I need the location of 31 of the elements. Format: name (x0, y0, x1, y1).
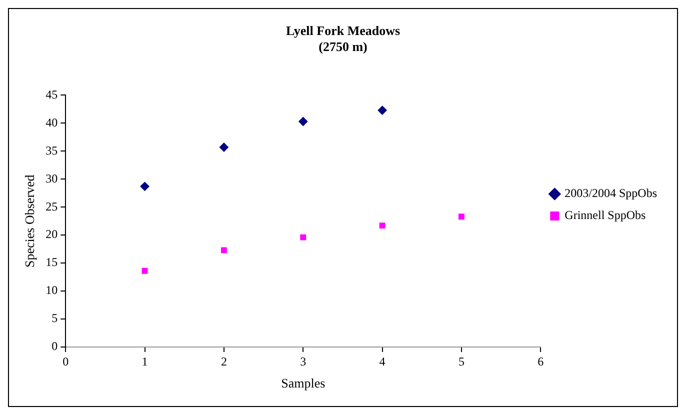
point (379, 222, 386, 229)
x-tick-label: 5 (458, 354, 464, 368)
y-tick-label: 0 (52, 339, 58, 354)
point (140, 182, 150, 191)
y-tick-label: 45 (46, 87, 58, 102)
chart-title: Lyell Fork Meadows (2750 m) (286, 23, 400, 54)
legend-label: Grinnell SppObs (564, 208, 646, 222)
y-tick-label: 25 (46, 199, 58, 214)
y-tick-label: 35 (46, 143, 58, 158)
y-tick-label: 5 (52, 311, 58, 326)
x-tick-label: 6 (538, 354, 544, 368)
point (219, 142, 228, 152)
point (298, 117, 308, 126)
point (220, 247, 227, 254)
x-axis-title: Samples (281, 376, 326, 391)
x-tick-label: 3 (300, 354, 306, 368)
point (378, 106, 387, 115)
x-tick-label: 1 (142, 354, 148, 368)
y-axis-title: Species Observed (22, 174, 38, 268)
y-tick-label: 40 (46, 115, 58, 130)
point (458, 214, 464, 220)
point (142, 268, 148, 274)
legend-label: 2003/2004 SppObs (564, 186, 658, 200)
y-tick-label: 10 (46, 283, 58, 298)
y-tick-label: 30 (46, 171, 58, 186)
y-tick-label: 15 (46, 255, 58, 270)
x-tick-label: 4 (379, 354, 386, 368)
y-tick-label: 20 (46, 227, 58, 242)
point (300, 234, 306, 240)
x-tick-label: 0 (62, 354, 69, 368)
x-tick-label: 2 (220, 354, 227, 368)
